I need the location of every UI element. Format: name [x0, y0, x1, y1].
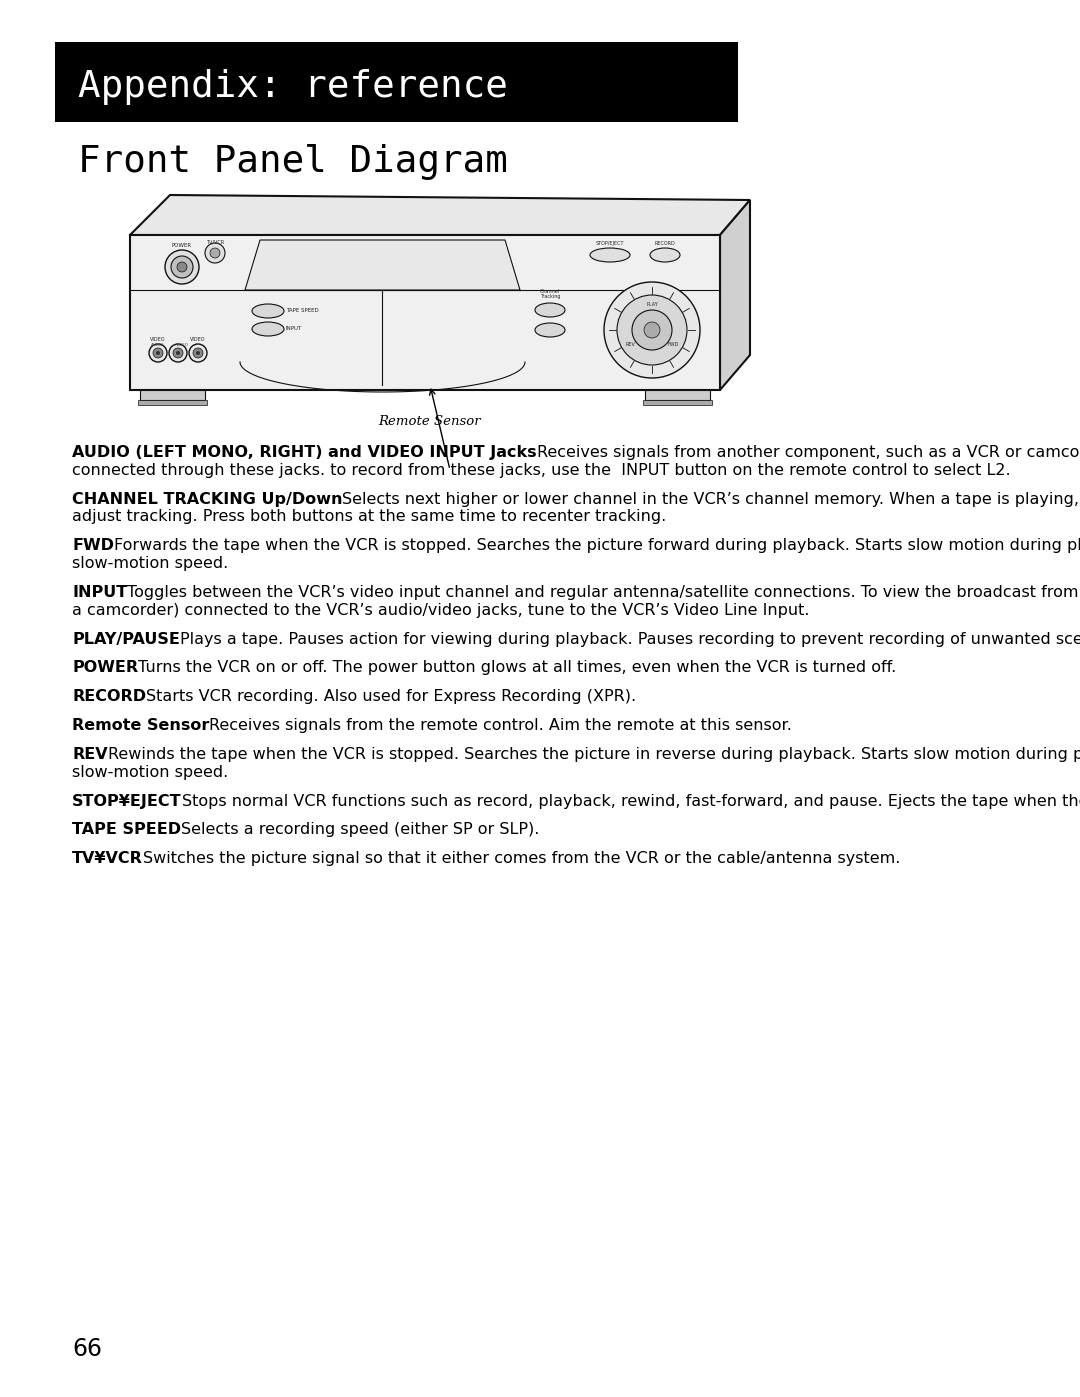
Bar [138, 400, 207, 405]
Text: Switches the picture signal so that it either comes from the VCR or the cable/an: Switches the picture signal so that it e… [143, 851, 901, 866]
Text: TAPE SPEED: TAPE SPEED [286, 309, 319, 313]
Circle shape [205, 243, 225, 263]
Ellipse shape [252, 305, 284, 319]
Text: POWER: POWER [172, 243, 192, 249]
Circle shape [632, 310, 672, 351]
Ellipse shape [590, 249, 630, 263]
Text: Remote Sensor: Remote Sensor [379, 415, 482, 427]
Ellipse shape [252, 321, 284, 337]
Text: connected through these jacks. to record from these jacks, use the  INPUT button: connected through these jacks. to record… [72, 462, 1011, 478]
Text: CHANNEL TRACKING Up/Down: CHANNEL TRACKING Up/Down [72, 492, 342, 507]
Text: Channel: Channel [540, 289, 561, 293]
Text: slow-motion speed.: slow-motion speed. [72, 556, 228, 571]
Text: FWD: FWD [72, 538, 114, 553]
Text: Tracking: Tracking [540, 293, 561, 299]
Bar [645, 390, 710, 400]
Text: AUDIO: AUDIO [151, 344, 164, 346]
Text: POWER: POWER [72, 661, 138, 675]
Text: Receives signals from another component, such as a VCR or camcorder, when: Receives signals from another component,… [537, 446, 1080, 460]
Text: adjust tracking. Press both buttons at the same time to recenter tracking.: adjust tracking. Press both buttons at t… [72, 510, 666, 524]
Text: PLAY/PAUSE: PLAY/PAUSE [72, 631, 180, 647]
Bar [643, 400, 712, 405]
Circle shape [195, 351, 200, 355]
Text: STOP¥EJECT: STOP¥EJECT [72, 793, 181, 809]
Text: VIDEO: VIDEO [175, 344, 189, 346]
Text: STOP/EJECT: STOP/EJECT [596, 242, 624, 246]
Circle shape [153, 348, 163, 358]
Text: REV: REV [72, 747, 108, 761]
Text: RECORD: RECORD [654, 242, 675, 246]
Text: Stops normal VCR functions such as record, playback, rewind, fast-forward, and p: Stops normal VCR functions such as recor… [181, 793, 1080, 809]
Polygon shape [130, 196, 750, 235]
Circle shape [177, 263, 187, 272]
Circle shape [165, 250, 199, 284]
Circle shape [168, 344, 187, 362]
Text: PLAY: PLAY [646, 302, 658, 306]
Bar [140, 390, 205, 400]
Bar [130, 235, 720, 390]
Text: RECORD: RECORD [72, 689, 146, 704]
Circle shape [173, 348, 183, 358]
Text: Toggles between the VCR’s video input channel and regular antenna/satellite conn: Toggles between the VCR’s video input ch… [127, 585, 1080, 599]
Text: a camcorder) connected to the VCR’s audio/video jacks, tune to the VCR’s Video L: a camcorder) connected to the VCR’s audi… [72, 602, 810, 617]
Text: Remote Sensor: Remote Sensor [72, 718, 210, 733]
Text: Receives signals from the remote control. Aim the remote at this sensor.: Receives signals from the remote control… [210, 718, 793, 733]
Text: Forwards the tape when the VCR is stopped. Searches the picture forward during p: Forwards the tape when the VCR is stoppe… [114, 538, 1080, 553]
Text: INPUT: INPUT [286, 327, 302, 331]
Polygon shape [245, 240, 519, 291]
Text: Selects next higher or lower channel in the VCR’s channel memory. When a tape is: Selects next higher or lower channel in … [342, 492, 1080, 507]
Bar [55, 42, 738, 122]
Text: FWD: FWD [667, 342, 679, 348]
Text: Plays a tape. Pauses action for viewing during playback. Pauses recording to pre: Plays a tape. Pauses action for viewing … [180, 631, 1080, 647]
Text: Appendix: reference: Appendix: reference [78, 68, 508, 105]
Circle shape [189, 344, 207, 362]
Text: TV/VCR: TV/VCR [206, 239, 224, 244]
Text: AUDIO (LEFT MONO, RIGHT) and VIDEO INPUT Jacks: AUDIO (LEFT MONO, RIGHT) and VIDEO INPUT… [72, 446, 537, 460]
Circle shape [210, 249, 220, 258]
Circle shape [176, 351, 180, 355]
Ellipse shape [535, 323, 565, 337]
Circle shape [193, 348, 203, 358]
Text: Rewinds the tape when the VCR is stopped. Searches the picture in reverse during: Rewinds the tape when the VCR is stopped… [108, 747, 1080, 761]
Text: Selects a recording speed (either SP or SLP).: Selects a recording speed (either SP or … [181, 823, 540, 837]
Circle shape [171, 256, 193, 278]
Ellipse shape [650, 249, 680, 263]
Circle shape [156, 351, 160, 355]
Text: VIDEO: VIDEO [190, 337, 206, 342]
Text: TV¥VCR: TV¥VCR [72, 851, 143, 866]
Circle shape [644, 321, 660, 338]
Text: Starts VCR recording. Also used for Express Recording (XPR).: Starts VCR recording. Also used for Expr… [146, 689, 636, 704]
Circle shape [149, 344, 167, 362]
Text: VIDEO: VIDEO [150, 337, 165, 342]
Circle shape [617, 295, 687, 365]
Circle shape [604, 282, 700, 379]
Text: INPUT: INPUT [72, 585, 127, 599]
Text: 66: 66 [72, 1337, 102, 1361]
Text: REV: REV [625, 342, 636, 348]
Ellipse shape [535, 303, 565, 317]
Polygon shape [720, 200, 750, 390]
Text: Turns the VCR on or off. The power button glows at all times, even when the VCR : Turns the VCR on or off. The power butto… [138, 661, 896, 675]
Text: slow-motion speed.: slow-motion speed. [72, 764, 228, 780]
Text: TAPE SPEED: TAPE SPEED [72, 823, 181, 837]
Text: Front Panel Diagram: Front Panel Diagram [78, 144, 508, 180]
